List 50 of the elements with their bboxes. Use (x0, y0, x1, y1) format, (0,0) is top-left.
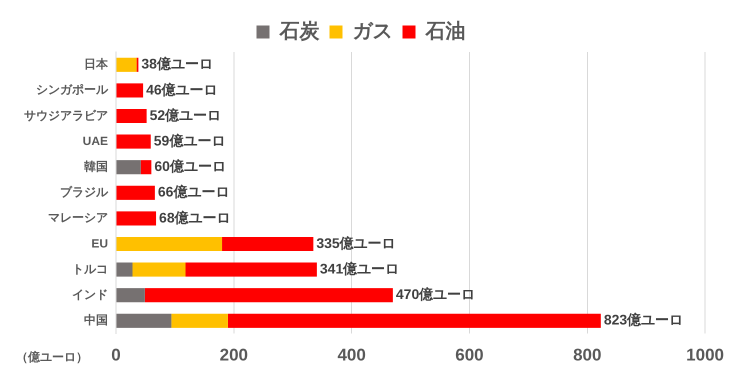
bar (116, 288, 145, 302)
legend-label: 石炭 (278, 20, 320, 43)
total-label: 66億ユーロ (158, 184, 230, 200)
y-tick-label: 韓国 (84, 160, 108, 174)
bar (116, 186, 155, 200)
y-tick-label: 中国 (84, 313, 108, 328)
bar (116, 83, 144, 98)
y-tick-label: サウジアラビア (24, 108, 108, 122)
x-tick-label: 400 (337, 345, 366, 364)
y-tick-label: トルコ (72, 262, 108, 276)
y-tick-label: シンガポール (36, 82, 109, 97)
y-tick-label: ブラジル (60, 185, 109, 200)
x-tick-label: 0 (111, 345, 121, 364)
total-label: 59億ユーロ (154, 132, 226, 148)
bar (186, 262, 317, 277)
bar (144, 288, 393, 302)
bar (116, 160, 141, 174)
total-label: 470億ユーロ (396, 286, 476, 302)
bar (140, 160, 152, 174)
x-axis-title: （億ユーロ） (16, 350, 88, 364)
total-label: 46億ユーロ (146, 81, 218, 98)
x-tick-label: 600 (455, 345, 484, 364)
bar (116, 262, 132, 277)
y-tick-label: インド (72, 288, 108, 302)
total-label: 68億ユーロ (159, 209, 231, 226)
bar (116, 211, 156, 226)
bar (222, 236, 314, 252)
y-tick-label: マレーシア (48, 210, 108, 225)
total-label: 335億ユーロ (316, 234, 396, 251)
total-label: 38億ユーロ (141, 56, 213, 72)
total-label: 52億ユーロ (150, 106, 222, 123)
bar (132, 262, 186, 277)
y-tick-label: UAE (82, 134, 108, 148)
total-label: 60億ユーロ (154, 158, 226, 174)
bar (228, 314, 601, 328)
y-tick-label: 日本 (84, 57, 109, 72)
legend-label: ガス (352, 20, 392, 43)
y-tick-label: EU (91, 236, 108, 250)
bar (116, 58, 137, 72)
bar (116, 134, 151, 149)
bar (116, 236, 222, 252)
bar (116, 108, 147, 124)
x-tick-label: 200 (220, 345, 248, 364)
bar (171, 314, 228, 328)
legend-label: 石油 (424, 20, 466, 43)
total-label: 823億ユーロ (604, 312, 684, 328)
bar (116, 314, 172, 328)
x-tick-label: 1000 (686, 345, 724, 364)
total-label: 341億ユーロ (320, 260, 400, 276)
x-tick-label: 800 (573, 345, 602, 364)
